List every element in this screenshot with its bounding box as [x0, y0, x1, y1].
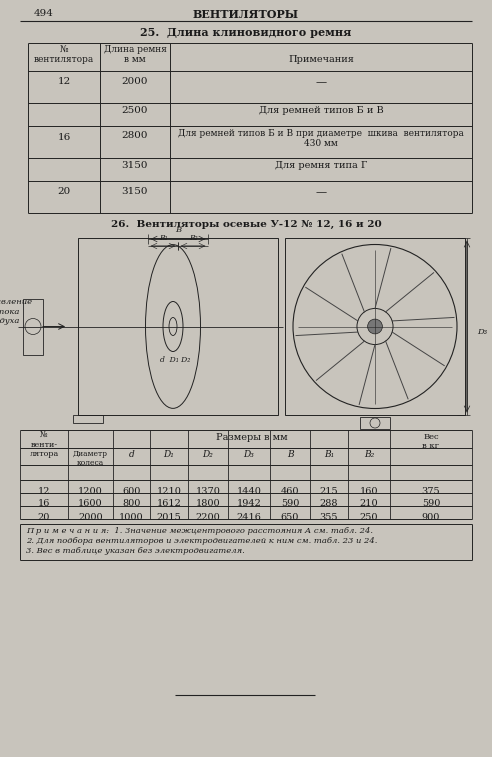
Text: Примечания: Примечания [288, 55, 354, 64]
Text: 590: 590 [281, 500, 299, 509]
Text: 160: 160 [360, 487, 378, 496]
Text: D₂: D₂ [203, 450, 214, 459]
Bar [285, 238, 465, 415]
Text: 2200: 2200 [196, 512, 220, 522]
Bar [23, 298, 43, 354]
Text: 215: 215 [320, 487, 338, 496]
Text: 650: 650 [281, 512, 299, 522]
Text: D₁: D₁ [163, 450, 175, 459]
Text: 590: 590 [422, 500, 440, 509]
Text: 1370: 1370 [195, 487, 220, 496]
Text: П р и м е ч а н и я:  1. Значение межцентрового расстояния А см. табл. 24.: П р и м е ч а н и я: 1. Значение межцент… [26, 527, 373, 535]
Text: Вес
в кг: Вес в кг [423, 433, 439, 450]
Text: 494: 494 [34, 9, 54, 18]
Text: 3. Вес в таблице указан без электродвигателя.: 3. Вес в таблице указан без электродвига… [26, 547, 245, 555]
Text: 16: 16 [58, 132, 71, 142]
Text: 12: 12 [38, 487, 50, 496]
Text: 3150: 3150 [122, 188, 148, 197]
Text: 26.  Вентиляторы осевые У-12 № 12, 16 и 20: 26. Вентиляторы осевые У-12 № 12, 16 и 2… [111, 220, 381, 229]
Bar [78, 238, 278, 415]
Text: 25.  Длина клиновидного ремня: 25. Длина клиновидного ремня [140, 27, 352, 38]
Text: 900: 900 [422, 512, 440, 522]
Text: Длина ремня
в мм: Длина ремня в мм [103, 45, 166, 64]
Text: 2800: 2800 [122, 132, 148, 141]
Text: Для ремней типов Б и В: Для ремней типов Б и В [259, 106, 383, 115]
Bar [360, 417, 390, 429]
Text: 1600: 1600 [78, 500, 103, 509]
Circle shape [368, 319, 382, 334]
Text: 1612: 1612 [156, 500, 182, 509]
Bar [73, 415, 103, 423]
Text: 12: 12 [58, 77, 71, 86]
Text: —: — [315, 187, 327, 197]
Text: B₂: B₂ [364, 450, 374, 459]
Text: 1942: 1942 [237, 500, 261, 509]
Text: №
вентилятора: № вентилятора [34, 45, 94, 64]
Text: B₂: B₂ [189, 234, 197, 242]
Text: 288: 288 [320, 500, 338, 509]
Text: 800: 800 [123, 500, 141, 509]
Text: 2500: 2500 [122, 106, 148, 115]
Text: 355: 355 [320, 512, 338, 522]
Text: 3150: 3150 [122, 161, 148, 170]
Text: 210: 210 [360, 500, 378, 509]
Text: 16: 16 [38, 500, 50, 509]
Text: 1800: 1800 [196, 500, 220, 509]
Text: D₃: D₃ [477, 328, 487, 335]
Text: 1200: 1200 [78, 487, 103, 496]
Text: 20: 20 [58, 188, 71, 197]
Text: —: — [315, 77, 327, 87]
Text: Направление
потока
воздуха: Направление потока воздуха [0, 298, 32, 325]
Text: 2. Для подбора вентиляторов и электродвигателей к ним см. табл. 23 и 24.: 2. Для подбора вентиляторов и электродви… [26, 537, 377, 545]
Text: 460: 460 [281, 487, 299, 496]
Text: Диаметр
колеса: Диаметр колеса [73, 450, 108, 467]
Text: 600: 600 [123, 487, 141, 496]
Text: №
венти-
лятора: № венти- лятора [30, 432, 59, 459]
Text: B: B [287, 450, 293, 459]
Text: 430 мм: 430 мм [304, 139, 338, 148]
Text: 2000: 2000 [122, 77, 148, 86]
Text: Для ремня типа Г: Для ремня типа Г [275, 161, 367, 170]
Text: B₁: B₁ [324, 450, 334, 459]
Text: D₃: D₃ [244, 450, 254, 459]
Text: B: B [175, 226, 181, 234]
Text: d  D₁ D₂: d D₁ D₂ [160, 357, 190, 365]
Text: 2416: 2416 [237, 512, 261, 522]
Text: Для ремней типов Б и В при диаметре  шкива  вентилятора: Для ремней типов Б и В при диаметре шкив… [178, 129, 464, 138]
Text: d: d [128, 450, 134, 459]
Text: ВЕНТИЛЯТОРЫ: ВЕНТИЛЯТОРЫ [193, 9, 299, 20]
Text: 2000: 2000 [78, 512, 103, 522]
Text: 375: 375 [422, 487, 440, 496]
Text: 1440: 1440 [237, 487, 261, 496]
Text: 1000: 1000 [119, 512, 144, 522]
Text: Размеры в мм: Размеры в мм [215, 433, 287, 442]
Text: 20: 20 [38, 512, 50, 522]
Text: 1210: 1210 [156, 487, 182, 496]
Text: 2015: 2015 [156, 512, 182, 522]
Text: B₁: B₁ [159, 234, 167, 242]
Text: 250: 250 [360, 512, 378, 522]
